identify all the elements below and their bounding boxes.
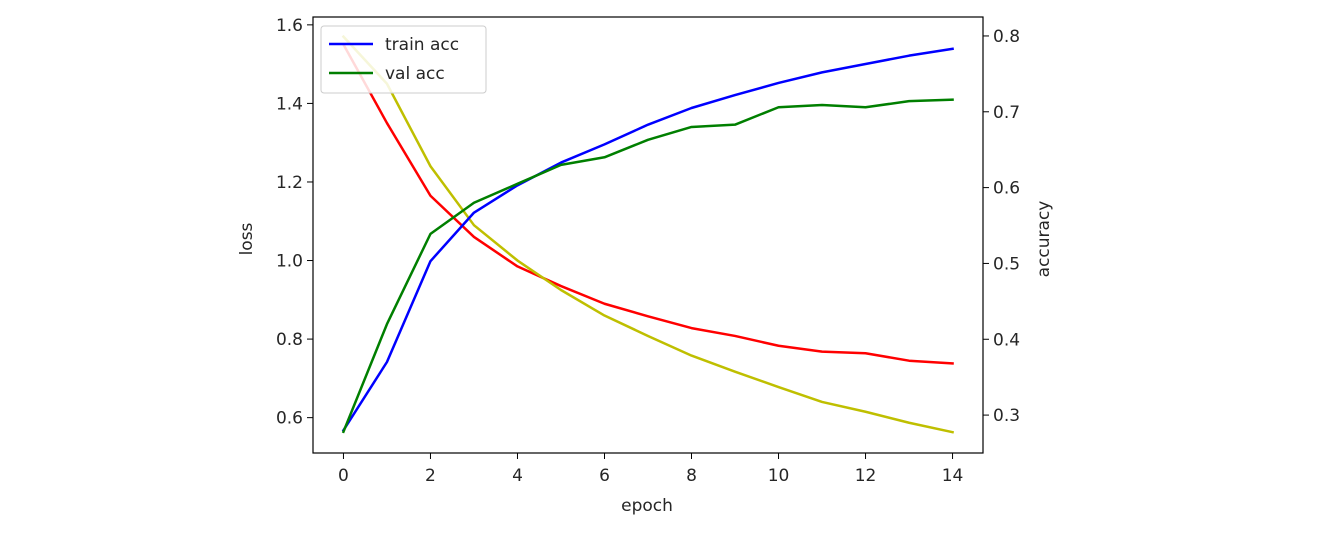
right-y-axis-ticks: 0.3 0.4 0.5 0.6 0.7 0.8 [983,27,1020,426]
x-axis-label: epoch [621,496,673,516]
x-tick-label: 6 [599,466,610,486]
legend-label-train-acc: train acc [385,35,459,55]
right-y-tick-label: 0.5 [993,254,1020,274]
series-line-train-acc [341,47,954,432]
x-tick-label: 8 [686,466,697,486]
x-axis-ticks: 0 2 4 6 8 10 12 14 [338,453,963,486]
right-y-tick-label: 0.7 [993,103,1020,123]
x-tick-label: 12 [855,466,877,486]
x-tick-label: 0 [338,466,349,486]
left-y-tick-label: 1.6 [276,16,303,36]
x-tick-label: 4 [512,466,523,486]
series-line-train-loss [341,42,954,365]
right-y-axis-label: accuracy [1034,201,1054,278]
right-y-tick-label: 0.8 [993,27,1020,47]
x-tick-label: 2 [425,466,436,486]
series-lines [341,34,955,434]
left-y-axis-label: loss [237,222,257,255]
right-y-tick-label: 0.6 [993,179,1020,199]
legend-label-val-acc: val acc [385,64,445,84]
left-y-tick-label: 0.6 [276,409,303,429]
right-y-tick-label: 0.3 [993,406,1020,426]
series-line-val-loss [341,34,955,434]
left-y-tick-label: 0.8 [276,330,303,350]
x-tick-label: 14 [942,466,964,486]
series-line-val-acc [341,98,954,434]
left-y-tick-label: 1.2 [276,173,303,193]
right-y-tick-label: 0.4 [993,330,1020,350]
plot-frame [312,16,984,454]
legend: train acc val acc [320,25,487,94]
x-tick-label: 10 [768,466,790,486]
left-y-tick-label: 1.4 [276,94,303,114]
left-y-axis-ticks: 0.6 0.8 1.0 1.2 1.4 1.6 [276,16,313,429]
left-y-tick-label: 1.0 [276,252,303,272]
